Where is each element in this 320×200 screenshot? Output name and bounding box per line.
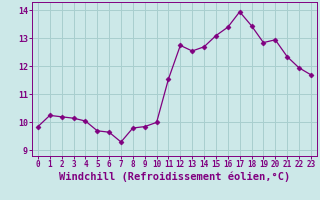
X-axis label: Windchill (Refroidissement éolien,°C): Windchill (Refroidissement éolien,°C) — [59, 172, 290, 182]
